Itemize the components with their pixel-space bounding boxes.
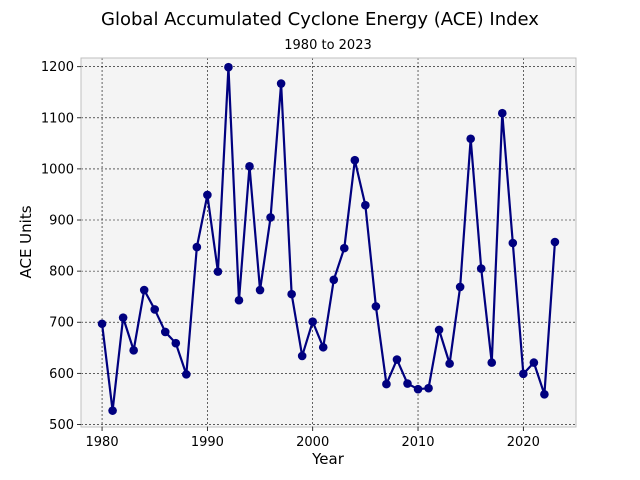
x-tick-label: 2020 [507, 435, 540, 450]
data-point [350, 155, 360, 165]
data-point [276, 79, 286, 88]
data-point [445, 359, 454, 368]
data-point [329, 275, 339, 285]
data-point [266, 213, 275, 222]
data-point [361, 200, 370, 210]
data-point [413, 384, 423, 394]
y-tick-label: 500 [49, 418, 74, 433]
data-point [234, 295, 244, 305]
data-point [203, 190, 212, 200]
x-tick-label: 1980 [86, 435, 119, 450]
data-point [308, 317, 318, 327]
y-tick-label: 800 [49, 265, 74, 280]
data-point [455, 282, 465, 292]
data-point [519, 369, 528, 379]
chart-subtitle: 1980 to 2023 [284, 38, 371, 53]
data-point [182, 370, 191, 379]
x-tick-label: 2000 [296, 435, 329, 450]
y-tick-label: 1000 [41, 162, 74, 177]
data-point [139, 285, 149, 295]
data-point [487, 358, 497, 367]
x-tick-label: 2010 [401, 435, 434, 450]
y-tick-label: 600 [49, 367, 74, 382]
data-point [339, 243, 349, 253]
series-line [100, 66, 557, 412]
data-point [150, 305, 160, 314]
data-point [160, 327, 170, 337]
data-point [297, 351, 307, 361]
data-point [466, 134, 475, 144]
y-tick-label: 1100 [41, 111, 74, 126]
y-tick-label: 1200 [41, 60, 74, 75]
data-point [255, 285, 265, 295]
axis-ticks: 1980 1990 2000 2010 2020 500 600 700 800 900 1000 1… [41, 60, 540, 450]
data-point [371, 302, 381, 311]
data-point [171, 338, 181, 348]
data-point [424, 383, 433, 393]
x-tick-label: 1990 [191, 435, 224, 450]
chart-title: Global Accumulated Cyclone Energy (ACE) … [101, 9, 539, 30]
data-point [434, 325, 444, 335]
data-point [540, 389, 549, 399]
data-point [403, 379, 412, 388]
data-point [318, 342, 328, 352]
data-point [476, 264, 486, 273]
data-point [392, 355, 402, 364]
y-axis-label: ACE Units [17, 205, 35, 278]
data-point [192, 242, 202, 252]
y-tick-label: 900 [49, 214, 74, 229]
data-point [245, 162, 254, 171]
data-point [213, 267, 223, 276]
series-layer [97, 62, 560, 415]
data-point [129, 346, 138, 355]
x-axis-label: Year [311, 450, 345, 468]
data-point [529, 358, 539, 367]
data-point [224, 62, 233, 72]
data-point [508, 238, 518, 248]
data-point [382, 379, 391, 389]
y-tick-label: 700 [49, 316, 74, 331]
data-point [108, 406, 117, 415]
data-point [287, 289, 296, 299]
grid-lines [81, 58, 576, 427]
data-point [550, 237, 560, 247]
plot-frame [80, 57, 577, 428]
data-point [118, 313, 128, 322]
data-point [97, 319, 107, 329]
data-point [497, 108, 507, 118]
